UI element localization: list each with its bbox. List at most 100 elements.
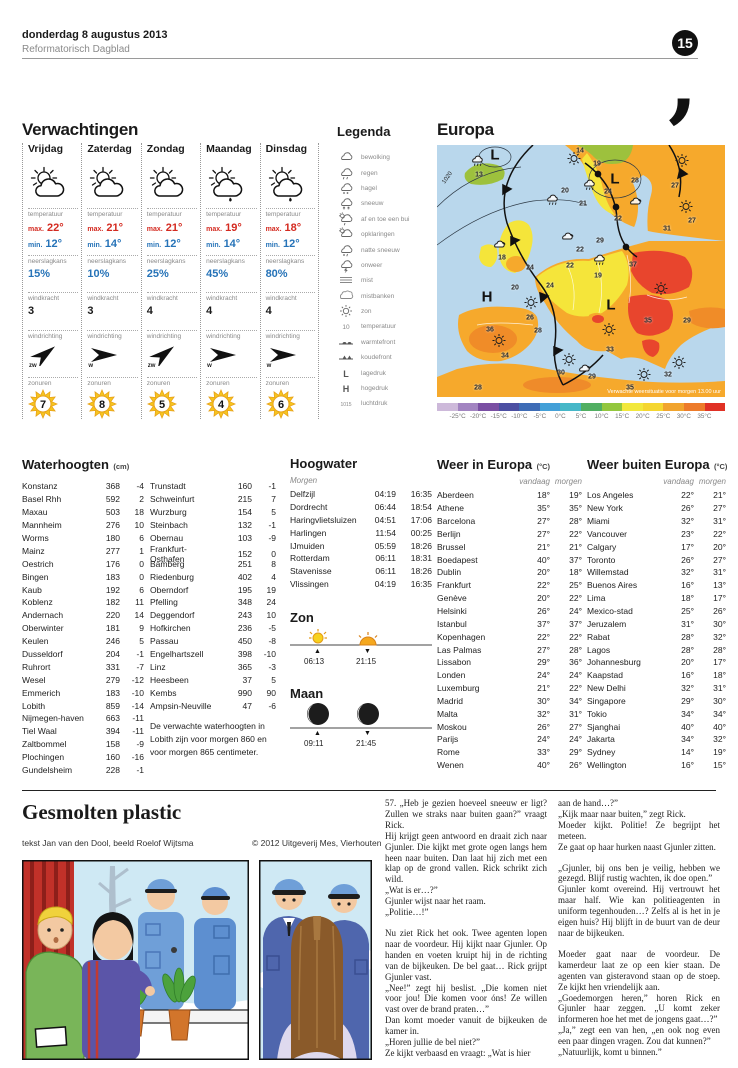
table-row: Toronto 26° 27°	[587, 553, 726, 566]
map-temperature: 20	[561, 187, 569, 195]
table-cell: 00:25	[410, 527, 432, 538]
forecast-day-zaterdag: Zaterdag temperatuur max. 21° min. 14° neersla…	[81, 143, 140, 420]
table-cell: Dordrecht	[290, 502, 328, 513]
table-cell: 35°	[569, 503, 582, 514]
legend-label: opklaringen	[361, 231, 395, 239]
legend-label: zon	[361, 308, 372, 316]
sun-hours-badge: 4	[206, 387, 256, 420]
story-paragraph: 57. „Heb je gezien hoeveel sneeuw er lig…	[385, 798, 547, 830]
table-row: Johannesburg 20° 17°	[587, 656, 726, 669]
scale-segment	[663, 403, 684, 411]
svg-text:H: H	[343, 384, 350, 394]
table-cell: 27°	[713, 503, 726, 514]
table-cell: 228	[105, 765, 120, 776]
scale-label: 25°C	[656, 413, 671, 420]
table-cell: 26°	[537, 606, 550, 617]
table-cell: 195	[237, 584, 252, 595]
precipitation-label: neerslagkans	[265, 255, 315, 265]
table-row: Konstanz 368 -4	[22, 480, 144, 493]
table-row: Rome 33° 29°	[437, 746, 582, 759]
table-cell: 17:06	[410, 514, 432, 525]
wind-direction-arrow-icon: w	[206, 340, 256, 377]
section-rule	[22, 790, 716, 791]
sun-hours-label: zonuren	[265, 377, 315, 387]
table-cell: Vlissingen	[290, 578, 329, 589]
wind-direction-value: zw	[147, 363, 156, 369]
wind-direction-value: w	[88, 363, 94, 369]
legend-label: af en toe een bui	[361, 215, 410, 223]
col-tomorrow: morgen	[698, 477, 726, 486]
precipitation-value: 15%	[28, 268, 51, 280]
temp-icon: 10	[337, 319, 355, 334]
table-row: Zaltbommel 158 -9	[22, 738, 144, 751]
table-cell: Calgary	[587, 541, 617, 552]
table-row: Boedapest 40° 37°	[437, 553, 582, 566]
table-cell: 22°	[569, 528, 582, 539]
table-cell: Plochingen	[22, 752, 65, 763]
table-cell: 21°	[537, 683, 550, 694]
table-row: Frankfurt-Osthafen 152 0	[150, 544, 276, 564]
table-row: Kaub 192 6	[22, 583, 144, 596]
table-cell: Wurzburg	[150, 507, 187, 518]
wind-direction-arrow-icon: w	[266, 340, 315, 377]
forecast-day-dinsdag: Dinsdag temperatuur max. 18° min. 12° neerslag…	[259, 143, 319, 420]
table-cell: Worms	[22, 533, 49, 543]
table-row: Plochingen 160 -16	[22, 751, 144, 764]
table-cell: 32°	[713, 631, 726, 642]
table-cell: 32°	[681, 516, 694, 527]
max-temperature: max. 19°	[206, 222, 242, 234]
story-paragraph: aan de hand…?”	[558, 798, 618, 808]
table-row: Londen 24° 24°	[437, 669, 582, 682]
table-cell: 29°	[537, 657, 550, 668]
table-cell: 24	[266, 597, 276, 608]
table-cell: Bingen	[22, 571, 49, 582]
legend-label: luchtdruk	[361, 400, 388, 408]
table-cell: Deggendorf	[150, 610, 195, 621]
day-name: Zondag	[146, 143, 185, 155]
table-cell: Mexico-stad	[587, 606, 633, 617]
legend-item: onweer	[337, 258, 432, 273]
table-cell: Wenen	[437, 760, 464, 771]
legend-label: sneeuw	[361, 200, 384, 208]
scale-label: -20°C	[470, 413, 487, 420]
table-row: Andernach 220 14	[22, 609, 144, 622]
map-temperature: 19	[593, 160, 601, 168]
table-cell: Tiel Waal	[22, 726, 57, 737]
legend-title: Legenda	[337, 124, 391, 139]
table-row: Mannheim 276 10	[22, 519, 144, 532]
table-cell: 31°	[713, 516, 726, 527]
story-paragraph: Dan komt moeder vanuit de bijkeuken de k…	[385, 1015, 547, 1037]
table-cell: 06:44	[374, 502, 396, 513]
table-cell: 18°	[537, 490, 550, 501]
table-cell: 503	[105, 507, 120, 518]
table-cell: 04:19	[374, 489, 396, 500]
table-cell: 183	[105, 571, 120, 582]
table-cell: 18°	[569, 567, 582, 578]
map-suncloud-icon	[492, 236, 506, 254]
table-cell: 90	[266, 687, 276, 698]
table-cell: 32°	[681, 683, 694, 694]
legend-item: regen	[337, 165, 432, 180]
precipitation-label: neerslagkans	[206, 255, 257, 265]
table-cell: Vancouver	[587, 528, 628, 539]
table-row: Wurzburg 154 5	[150, 506, 276, 519]
table-cell: 394	[105, 726, 120, 737]
cloud-icon	[337, 150, 355, 165]
table-cell: 220	[105, 610, 120, 621]
table-row: Dusseldorf 204 -1	[22, 648, 144, 661]
table-row: Moskou 26° 27°	[437, 720, 582, 733]
wind-direction-value: w	[207, 363, 212, 369]
map-sun-icon	[679, 200, 693, 219]
map-sun-icon	[672, 356, 686, 375]
sun-cloud-icon	[147, 160, 197, 208]
table-cell: 26°	[681, 503, 694, 514]
forecast-day-maandag: Maandag temperatuur max. 19° min. 14° neerslag…	[200, 143, 259, 420]
table-cell: Ruhrort	[22, 661, 51, 672]
map-temperature: 20	[511, 284, 519, 292]
table-cell: Andernach	[22, 610, 64, 621]
map-temperature: 26	[526, 314, 534, 322]
table-cell: 20°	[713, 541, 726, 552]
table-cell: Rome	[437, 747, 460, 758]
table-cell: Parijs	[437, 734, 459, 745]
map-pressure-L: L	[610, 170, 620, 188]
